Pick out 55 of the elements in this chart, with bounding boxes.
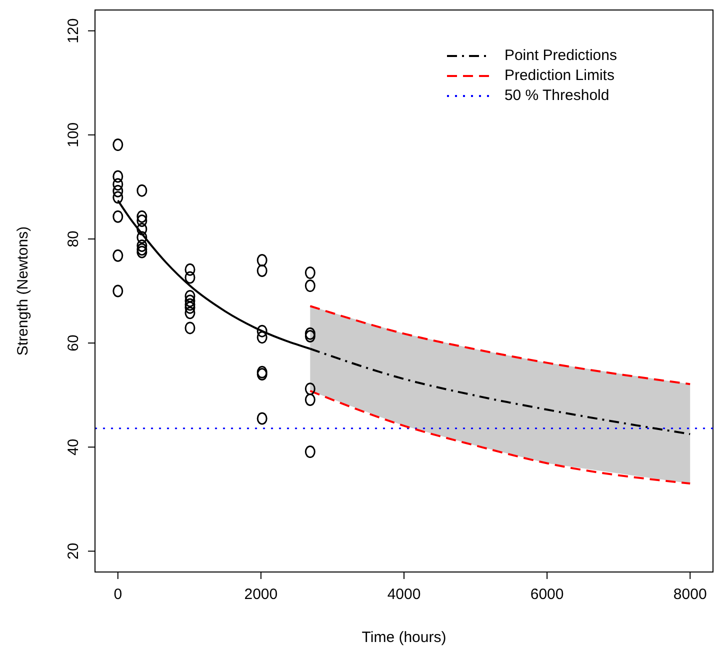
point [256, 264, 268, 277]
point [184, 294, 196, 308]
point [304, 280, 316, 292]
x-tick-label: 2000 [244, 586, 278, 603]
point [304, 327, 316, 340]
x-tick-label: 0 [114, 586, 122, 603]
point [184, 271, 196, 284]
point [184, 322, 196, 334]
line-series [309, 305, 692, 386]
legend-label: Point Predictions [504, 46, 617, 66]
point [112, 138, 124, 152]
point [184, 301, 196, 314]
y-tick-label: 20 [65, 542, 82, 560]
point [136, 239, 148, 252]
x-tick-label: 8000 [673, 586, 707, 603]
point [256, 366, 268, 378]
point [304, 330, 316, 343]
legend-label: 50 % Threshold [504, 86, 610, 106]
point [136, 231, 148, 244]
point [256, 324, 268, 338]
point [304, 382, 316, 396]
point [112, 284, 124, 298]
point [304, 266, 316, 280]
point [112, 249, 124, 262]
point [184, 298, 196, 311]
x-tick-label: 6000 [530, 586, 564, 603]
y-tick-label: 60 [65, 334, 82, 352]
y-tick-label: 80 [65, 230, 82, 248]
point [256, 368, 268, 381]
point [136, 222, 148, 236]
point [256, 331, 268, 344]
point [112, 178, 124, 191]
point [136, 243, 148, 256]
y-tick-label: 100 [65, 122, 82, 148]
legend-label: Prediction Limits [504, 66, 614, 86]
point [184, 263, 196, 276]
point [184, 290, 196, 302]
point [184, 306, 196, 320]
x-tick-label: 4000 [387, 586, 421, 603]
point [304, 446, 316, 458]
y-axis-title: Strength (Newtons) [14, 226, 32, 356]
point [304, 394, 316, 406]
y-tick-label: 120 [65, 18, 82, 44]
point [256, 412, 268, 425]
x-axis-title: Time (hours) [362, 629, 446, 646]
point [256, 254, 268, 267]
point [136, 246, 148, 258]
point [112, 170, 124, 183]
point [112, 210, 124, 223]
y-tick-label: 40 [65, 438, 82, 456]
point [136, 210, 148, 223]
point [112, 184, 124, 198]
point [112, 191, 124, 204]
point [136, 184, 148, 197]
point [136, 214, 148, 227]
